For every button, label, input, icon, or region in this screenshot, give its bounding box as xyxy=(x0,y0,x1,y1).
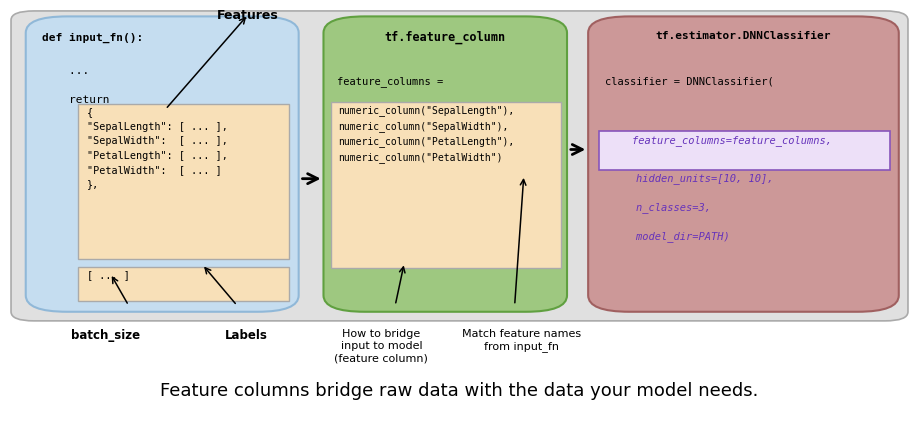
Text: tf.feature_column: tf.feature_column xyxy=(385,31,505,44)
Text: Features: Features xyxy=(217,9,279,22)
Text: feature_columns=feature_columns,: feature_columns=feature_columns, xyxy=(607,135,832,146)
Text: def input_fn():: def input_fn(): xyxy=(42,33,143,43)
FancyBboxPatch shape xyxy=(78,267,289,301)
FancyBboxPatch shape xyxy=(331,102,561,268)
Text: Labels: Labels xyxy=(225,329,267,342)
Text: hidden_units=[10, 10],: hidden_units=[10, 10], xyxy=(611,173,774,184)
FancyBboxPatch shape xyxy=(588,17,899,312)
Text: return: return xyxy=(42,95,109,105)
Text: tf.estimator.DNNClassifier: tf.estimator.DNNClassifier xyxy=(656,31,831,41)
FancyBboxPatch shape xyxy=(11,11,908,321)
Text: batch_size: batch_size xyxy=(71,329,141,342)
FancyBboxPatch shape xyxy=(599,131,890,170)
Text: Feature columns bridge raw data with the data your model needs.: Feature columns bridge raw data with the… xyxy=(160,382,759,400)
Text: {
"SepalLength": [ ... ],
"SepalWidth":  [ ... ],
"PetalLength": [ ... ],
"Petal: { "SepalLength": [ ... ], "SepalWidth": … xyxy=(87,108,228,190)
FancyBboxPatch shape xyxy=(323,17,567,312)
Text: Match feature names
from input_fn: Match feature names from input_fn xyxy=(462,329,582,352)
Text: classifier = DNNClassifier(: classifier = DNNClassifier( xyxy=(605,77,774,86)
Text: feature_columns =: feature_columns = xyxy=(337,77,444,87)
Text: [ ... ]: [ ... ] xyxy=(87,271,130,281)
Text: ...: ... xyxy=(42,66,89,75)
FancyBboxPatch shape xyxy=(78,104,289,259)
Text: numeric_column("SepalLength"),
numeric_column("SepalWidth"),
numeric_column("Pet: numeric_column("SepalLength"), numeric_c… xyxy=(338,105,515,163)
Text: How to bridge
input to model
(feature column): How to bridge input to model (feature co… xyxy=(335,329,428,364)
Text: model_dir=PATH): model_dir=PATH) xyxy=(611,232,730,243)
FancyBboxPatch shape xyxy=(26,17,299,312)
Text: n_classes=3,: n_classes=3, xyxy=(611,202,711,213)
